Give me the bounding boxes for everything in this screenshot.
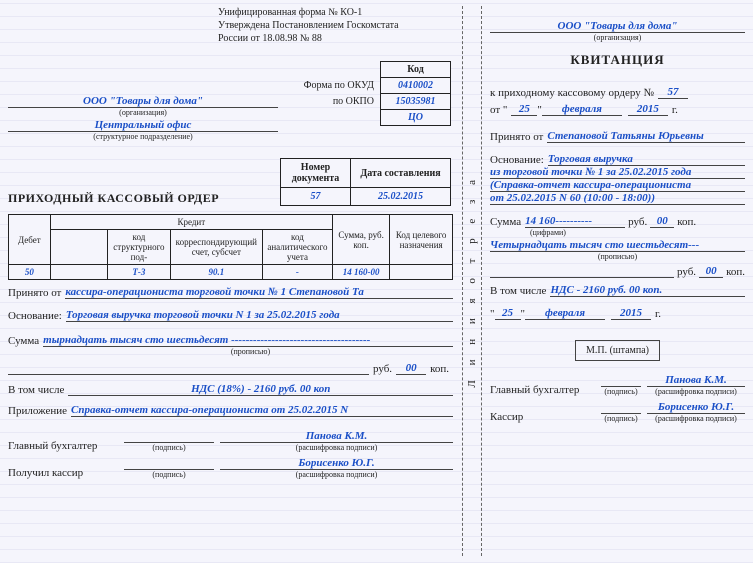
header-line2: Утверждена Постановлением Госкомстата [218, 19, 453, 32]
r-month: февраля [542, 103, 622, 116]
r-kassir-name: Борисенко Ю.Г. [647, 401, 745, 414]
num-label: Номер документа [281, 159, 351, 188]
r-osn1: Торговая выручка [548, 153, 745, 166]
th-struct: код структурного под- [108, 230, 171, 265]
r-summa-num: 14 160---------- [525, 215, 625, 228]
main-table: Дебет Кредит Сумма, руб. коп. Код целево… [8, 214, 453, 280]
th-debet: Дебет [9, 215, 51, 265]
r-year2: 2015 [611, 307, 651, 320]
pril-value: Справка-отчет кассира-операциониста от 2… [71, 404, 453, 417]
receipt-title: КВИТАНЦИЯ [490, 52, 745, 68]
mp-stamp: М.П. (штампа) [575, 340, 660, 361]
cut-text: Л и н и я о т р е з а [466, 174, 478, 388]
r-kassir-label: Кассир [490, 411, 595, 423]
receipt-panel: ООО "Товары для дома" (организация) КВИТ… [490, 6, 745, 556]
r-org: ООО "Товары для дома" [490, 20, 745, 33]
r-year: 2015 [628, 103, 668, 116]
kassir-label: Получил кассир [8, 467, 118, 479]
r-month2: февраля [525, 307, 605, 320]
r-day: 25 [511, 103, 537, 116]
td-anal: - [262, 265, 332, 280]
r-osn-label: Основание: [490, 154, 544, 166]
td-struct: Т-3 [108, 265, 171, 280]
header-line3: России от 18.08.98 № 88 [218, 32, 453, 45]
r-osn3: (Справка-отчет кассира-операциониста [490, 179, 745, 192]
num-date-box: Номер документа Дата составления 57 25.0… [280, 158, 451, 206]
code-box: Код Форма по ОКУД0410002 по ОКПО15035981… [298, 61, 451, 126]
r-kop-lbl: коп. [677, 216, 696, 228]
r-cifr: (цифрами) [530, 228, 745, 237]
th-kredit: Кредит [50, 215, 332, 230]
prinyato-value: кассира-операциониста торговой точки № 1… [65, 286, 453, 299]
sub-caption: (структурное подразделение) [8, 132, 278, 141]
r-kop: 00 [650, 215, 674, 228]
kassir-name: Борисенко Ю.Г. [220, 457, 453, 470]
kop-value: 00 [396, 362, 426, 375]
header-line1: Унифицированная форма № КО-1 [218, 6, 453, 19]
rub-label: руб. [373, 363, 392, 375]
okpo-label: по ОКПО [298, 94, 381, 110]
r-summa-words: Четырнадцать тысяч сто шестьдесят--- [490, 239, 745, 252]
rub-blank [8, 374, 369, 375]
cut-line: Л и н и я о т р е з а [462, 6, 482, 556]
kop-label: коп. [430, 363, 449, 375]
propis-caption: (прописью) [48, 347, 453, 356]
order-panel: Унифицированная форма № КО-1 Утверждена … [8, 6, 453, 556]
th-kod-cel: Код целевого назначения [390, 215, 453, 265]
td-korr: 90.1 [170, 265, 262, 280]
osn-value: Торговая выручка торговой точки N 1 за 2… [66, 309, 453, 322]
td-summa: 14 160-00 [332, 265, 389, 280]
glav-label: Главный бухгалтер [8, 440, 118, 452]
okud-value: 0410002 [381, 78, 451, 94]
r-number: 57 [658, 86, 688, 99]
r-prin-label: Принято от [490, 131, 543, 143]
r-k-label: к приходному кассовому ордеру № [490, 87, 654, 99]
r-g: г. [672, 104, 678, 116]
td-debet: 50 [9, 265, 51, 280]
th-summa: Сумма, руб. коп. [332, 215, 389, 265]
td-cel [390, 265, 453, 280]
podpis-caption: (подпись) [124, 443, 214, 452]
date-label: Дата составления [351, 159, 451, 188]
okpo-value: 15035981 [381, 94, 451, 110]
vtom-label: В том числе [8, 384, 64, 396]
r-osn4: от 25.02.2015 N 60 (10:00 - 18:00)) [490, 192, 745, 205]
r-rub: руб. [628, 216, 647, 228]
r-ot: от " [490, 104, 507, 116]
r-glav-name: Панова К.М. [647, 374, 745, 387]
subdivision: Центральный офис [8, 119, 278, 132]
org-name: ООО "Товары для дома" [8, 95, 278, 108]
glav-name: Панова К.М. [220, 430, 453, 443]
r-propis: (прописью) [490, 252, 745, 261]
r-kop2: 00 [699, 265, 723, 278]
r-prin-value: Степановой Татьяны Юрьевны [547, 130, 745, 143]
doc-number: 57 [281, 188, 351, 206]
rasshifr-caption: (расшифровка подписи) [220, 443, 453, 452]
r-vtom: НДС - 2160 руб. 00 коп. [550, 284, 745, 297]
r-summa-label: Сумма [490, 216, 521, 228]
r-org-caption: (организация) [490, 33, 745, 42]
summa-label: Сумма [8, 335, 39, 347]
r-osn2: из торговой точки № 1 за 25.02.2015 года [490, 166, 745, 179]
r-glav-label: Главный бухгалтер [490, 384, 595, 396]
org-caption: (организация) [8, 108, 278, 117]
th-anal: код аналитического учета [262, 230, 332, 265]
okud-label: Форма по ОКУД [298, 78, 381, 94]
prinyato-label: Принято от [8, 287, 61, 299]
kassir-sign-line [124, 456, 214, 470]
th-korr: корреспондирующий счет, субсчет [170, 230, 262, 265]
r-vtom-label: В том числе [490, 285, 546, 297]
kod-header: Код [381, 62, 451, 78]
pril-label: Приложение [8, 405, 67, 417]
form-header: Унифицированная форма № КО-1 Утверждена … [218, 6, 453, 45]
doc-date: 25.02.2015 [351, 188, 451, 206]
code-third: ЦО [381, 110, 451, 126]
r-day2: 25 [495, 307, 521, 320]
osn-label: Основание: [8, 310, 62, 322]
glav-sign-line [124, 429, 214, 443]
summa-words: тырнадцать тысяч сто шестьдесят --------… [43, 334, 453, 347]
vtom-value: НДС (18%) - 2160 руб. 00 коп [68, 383, 453, 396]
